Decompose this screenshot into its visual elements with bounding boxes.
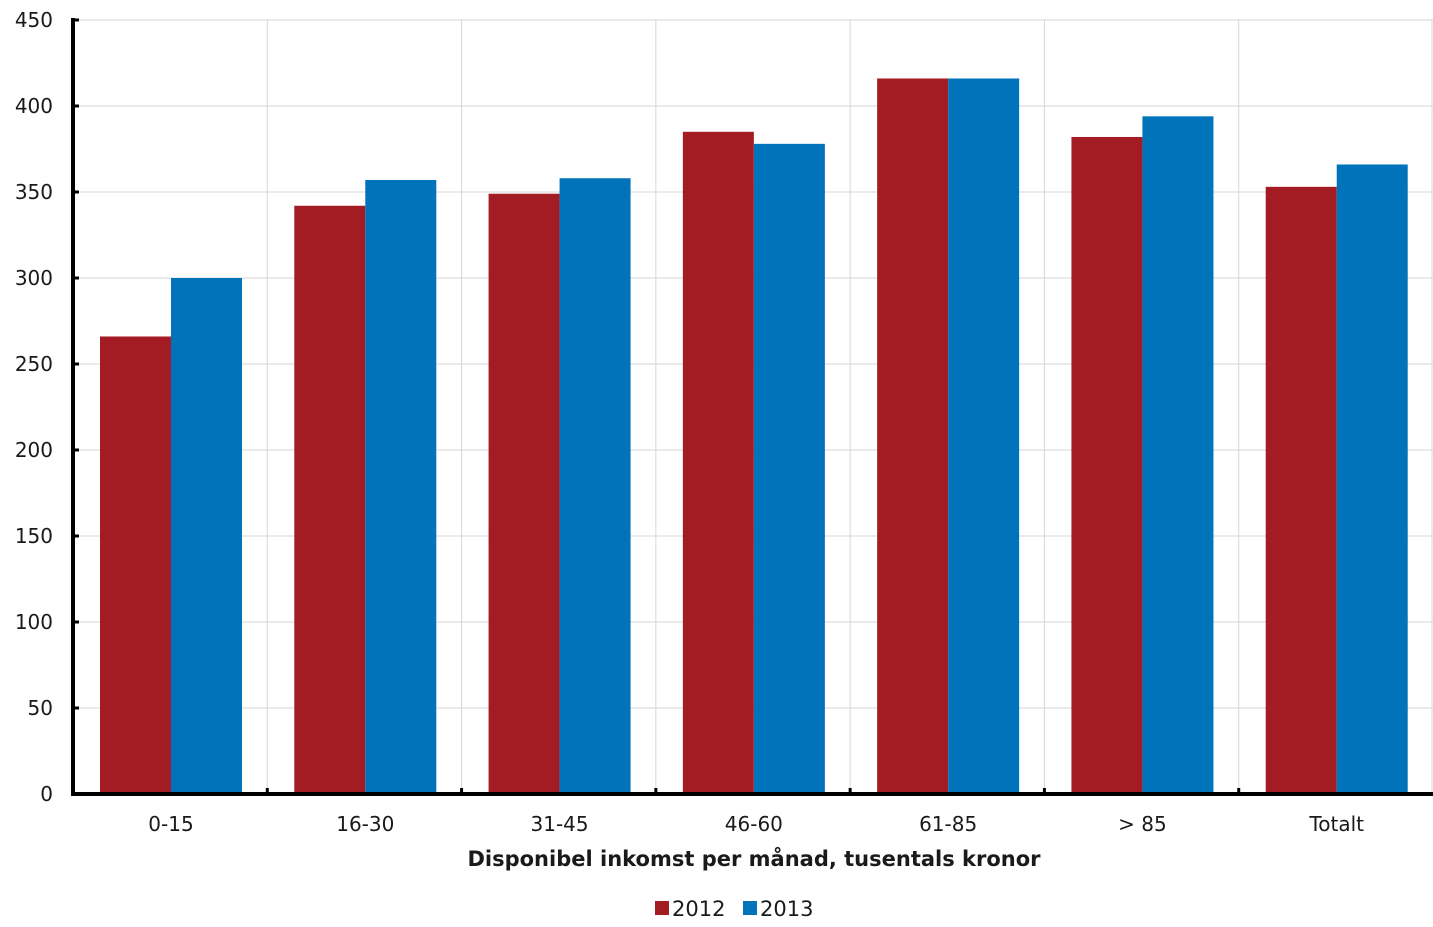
y-tick-label: 300 [15, 266, 53, 290]
bar-2013-015 [171, 278, 242, 794]
y-tick-label: 0 [40, 782, 53, 806]
y-tick-label: 200 [15, 438, 53, 462]
y-tick-label: 400 [15, 94, 53, 118]
bar-2013-85 [1142, 116, 1214, 794]
bar-2012-1630 [294, 205, 366, 794]
bar-2012-3145 [488, 193, 560, 795]
bar-2012-4660 [682, 131, 754, 795]
legend-swatch-2012 [655, 901, 669, 915]
bar-2012-015 [100, 336, 171, 794]
x-tick-label: Totalt [1308, 812, 1364, 836]
y-tick-label: 150 [15, 524, 53, 548]
x-tick-label: 0-15 [148, 812, 193, 836]
x-tick-labels: 0-15 16-30 31-45 46-60 61-85 > 85 Totalt [148, 812, 1364, 836]
x-tick-label: 16-30 [336, 812, 394, 836]
legend: 2012 2013 [655, 897, 813, 921]
y-tick-label: 100 [15, 610, 53, 634]
bar-2013-4660 [753, 143, 825, 795]
y-tick-labels: 0 50 100 150 200 250 300 350 400 450 [15, 8, 53, 806]
legend-label-2013: 2013 [760, 897, 813, 921]
axes [71, 18, 1433, 796]
bar-2012-Totalt [1265, 186, 1337, 795]
x-tick-label: 61-85 [919, 812, 977, 836]
x-tick-label: 31-45 [531, 812, 589, 836]
x-axis-title: Disponibel inkomst per månad, tusentals … [467, 846, 1041, 871]
x-tick-label: > 85 [1118, 812, 1167, 836]
bars [100, 78, 1408, 795]
bar-2013-6185 [948, 78, 1020, 795]
legend-label-2012: 2012 [672, 897, 725, 921]
y-tick-label: 50 [28, 696, 53, 720]
bar-2013-1630 [365, 179, 437, 794]
bar-2012-85 [1071, 136, 1143, 794]
bar-2013-3145 [559, 178, 631, 795]
legend-swatch-2013 [743, 901, 757, 915]
bar-2013-Totalt [1336, 164, 1408, 795]
bar-2012-6185 [877, 78, 949, 795]
y-tick-label: 450 [15, 8, 53, 32]
y-tick-label: 250 [15, 352, 53, 376]
y-tick-label: 350 [15, 180, 53, 204]
x-tick-label: 46-60 [725, 812, 783, 836]
